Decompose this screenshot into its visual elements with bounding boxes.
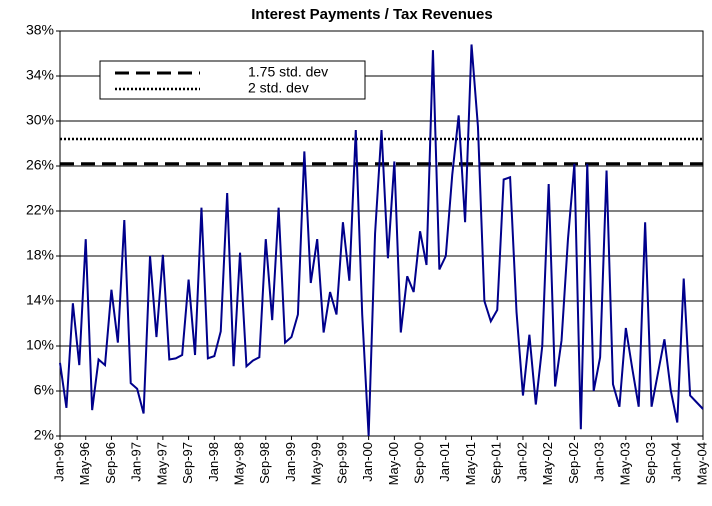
y-tick-label: 30% bbox=[26, 112, 54, 128]
y-tick-label: 22% bbox=[26, 202, 54, 218]
x-tick-label: May-98 bbox=[231, 442, 246, 485]
x-tick-label: Jan-97 bbox=[129, 442, 144, 482]
x-tick-label: Sep-00 bbox=[412, 442, 427, 484]
y-tick-label: 2% bbox=[34, 427, 54, 443]
x-tick-label: Sep-99 bbox=[334, 442, 349, 484]
x-tick-label: Jan-02 bbox=[514, 442, 529, 482]
y-tick-label: 6% bbox=[34, 382, 54, 398]
x-tick-label: May-97 bbox=[154, 442, 169, 485]
plot-border bbox=[59, 30, 704, 437]
x-tick-label: May-99 bbox=[309, 442, 324, 485]
x-tick-label: Sep-98 bbox=[257, 442, 272, 484]
x-tick-label: Jan-04 bbox=[669, 442, 684, 482]
y-tick-label: 18% bbox=[26, 247, 54, 263]
data-line bbox=[59, 44, 704, 437]
x-tick-label: May-04 bbox=[694, 442, 709, 485]
x-tick-label: Jan-96 bbox=[51, 442, 66, 482]
legend-label: 1.75 std. dev bbox=[248, 64, 328, 80]
x-tick-label: May-96 bbox=[77, 442, 92, 485]
x-tick-label: Jan-01 bbox=[437, 442, 452, 482]
x-tick-label: Sep-02 bbox=[566, 442, 581, 484]
y-tick-label: 26% bbox=[26, 157, 54, 173]
x-tick-label: Jan-99 bbox=[283, 442, 298, 482]
x-tick-label: May-01 bbox=[463, 442, 478, 485]
y-tick-label: 10% bbox=[26, 337, 54, 353]
x-tick-label: Sep-96 bbox=[103, 442, 118, 484]
legend-label: 2 std. dev bbox=[248, 80, 309, 96]
y-tick-label: 38% bbox=[26, 22, 54, 38]
x-tick-label: May-00 bbox=[386, 442, 401, 485]
x-tick-label: May-03 bbox=[617, 442, 632, 485]
x-tick-label: Jan-00 bbox=[360, 442, 375, 482]
x-tick-label: Jan-03 bbox=[592, 442, 607, 482]
chart-title: Interest Payments / Tax Revenues bbox=[251, 6, 493, 23]
y-tick-label: 34% bbox=[26, 67, 54, 83]
legend-box bbox=[99, 60, 366, 100]
x-tick-label: Sep-03 bbox=[643, 442, 658, 484]
x-tick-label: Sep-97 bbox=[180, 442, 195, 484]
y-tick-label: 14% bbox=[26, 292, 54, 308]
x-tick-label: Sep-01 bbox=[489, 442, 504, 484]
x-tick-label: Jan-98 bbox=[206, 442, 221, 482]
x-tick-label: May-02 bbox=[540, 442, 555, 485]
